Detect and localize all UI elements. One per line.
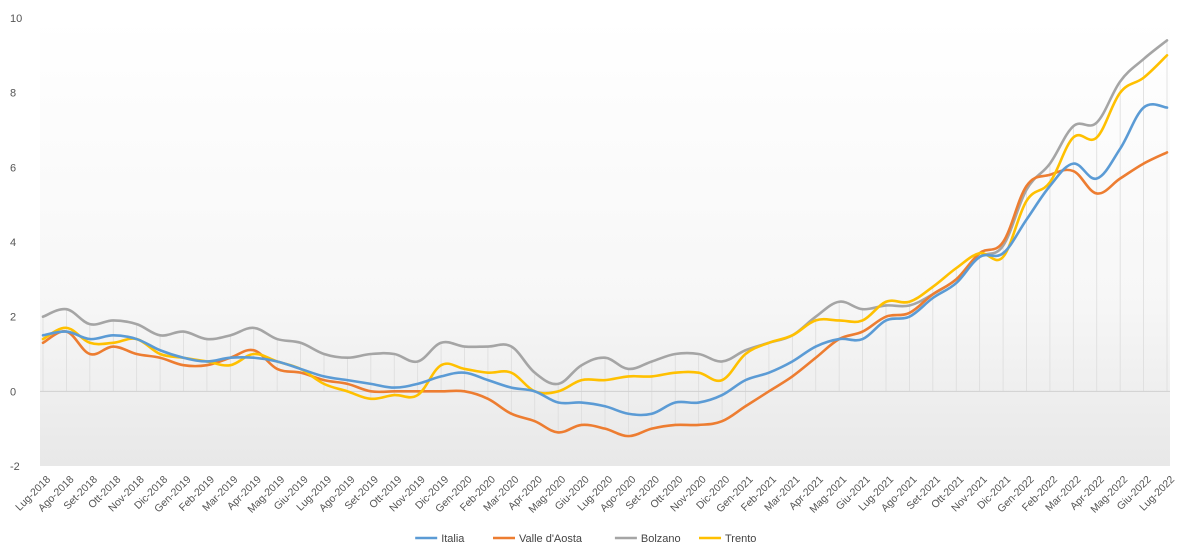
legend-label-trento: Trento	[725, 533, 756, 545]
y-tick-label: 0	[10, 386, 16, 398]
legend-label-italia: Italia	[441, 533, 465, 545]
series-lines	[41, 39, 1169, 438]
y-tick-label: 6	[10, 162, 16, 174]
series-line-trento	[41, 54, 1169, 401]
y-tick-label: 2	[10, 312, 16, 324]
y-tick-label: 8	[10, 88, 16, 100]
legend-label-bolzano: Bolzano	[641, 533, 681, 545]
y-tick-label: 4	[10, 237, 16, 249]
y-tick-label: 10	[10, 13, 22, 25]
legend-label-valle-d-aosta: Valle d'Aosta	[519, 533, 583, 545]
legend: Italia Valle d'Aosta Bolzano Trento	[415, 533, 756, 545]
y-tick-label: -2	[10, 461, 20, 473]
y-axis-tick-labels: -2 0 2 4 6 8 10	[10, 13, 22, 473]
series-line-italia	[41, 103, 1169, 417]
x-axis-tick-labels: Lug-2018Ago-2018Set-2018Ott-2018Nov-2018…	[13, 474, 1177, 516]
vertical-gridlines	[42, 40, 1168, 437]
